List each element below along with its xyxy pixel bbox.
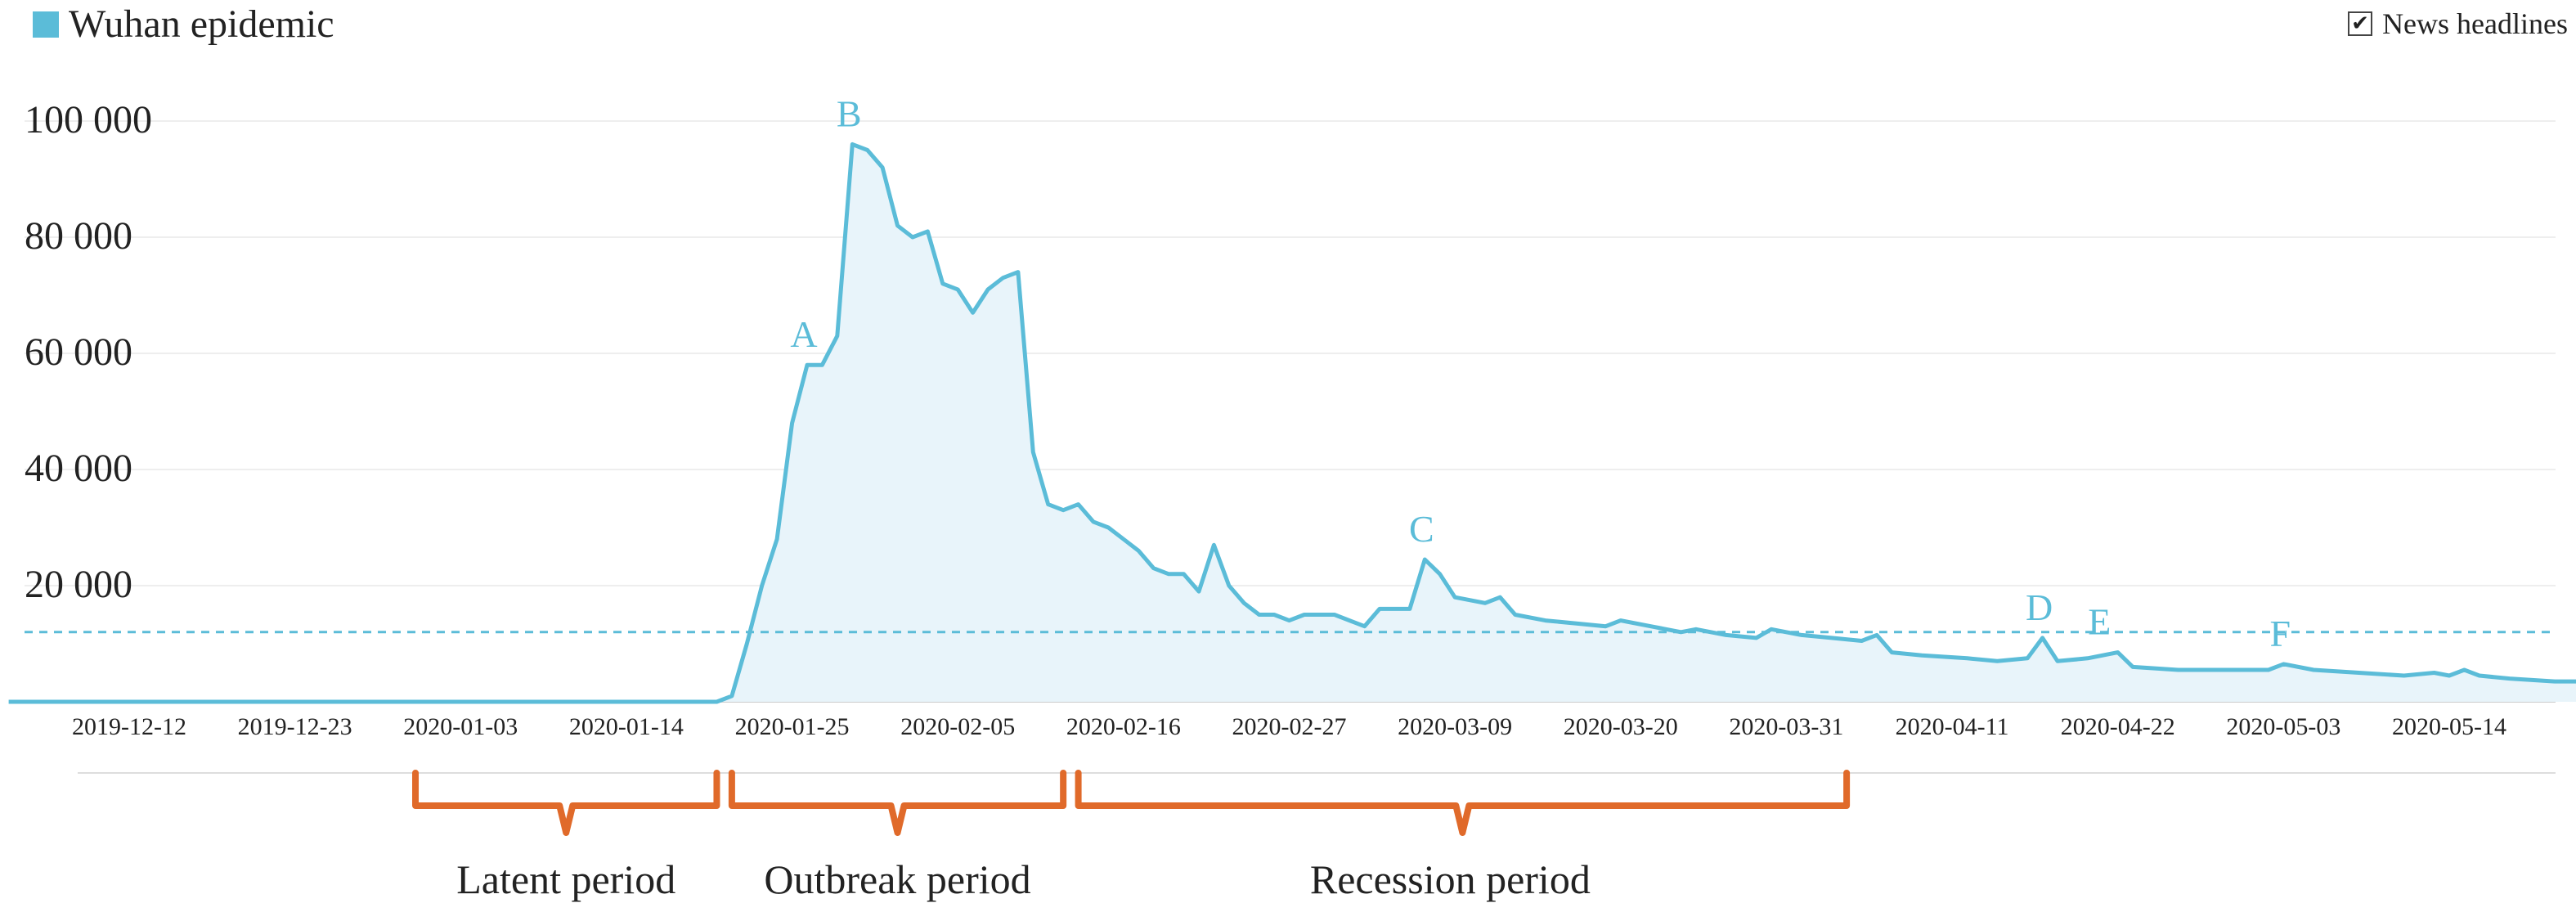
annotation-e: E <box>2088 601 2111 643</box>
annotation-f: F <box>2270 613 2291 654</box>
legend-swatch <box>33 11 59 38</box>
x-tick-label: 2020-01-25 <box>735 713 850 740</box>
annotation-d: D <box>2026 586 2053 628</box>
period-bracket <box>412 770 720 836</box>
series-layer <box>8 142 2576 704</box>
news-headlines-checkbox[interactable]: ✔ <box>2348 11 2373 36</box>
legend: Wuhan epidemic <box>33 2 334 47</box>
series-line <box>8 142 2576 704</box>
x-tick-label: 2020-03-09 <box>1398 713 1512 740</box>
x-tick-label: 2020-03-20 <box>1564 713 1678 740</box>
x-tick-label: 2020-01-03 <box>403 713 518 740</box>
annotation-c: C <box>1409 508 1434 550</box>
grid-lines <box>25 120 2556 703</box>
x-tick-label: 2020-02-16 <box>1066 713 1181 740</box>
x-tick-label: 2020-04-11 <box>1896 713 2009 740</box>
period-brackets: Latent period Outbreak period Recession pe… <box>412 770 1851 902</box>
x-tick-label: 2019-12-23 <box>238 713 352 740</box>
annotations: ABCDEFG <box>790 92 2291 654</box>
y-tick-label: 80 000 <box>25 214 132 258</box>
x-tick-label: 2020-01-14 <box>569 713 684 740</box>
legend-label: Wuhan epidemic <box>69 2 334 46</box>
news-headlines-toggle[interactable]: ✔ News headlines <box>2348 7 2568 41</box>
period-bracket <box>728 770 1067 836</box>
y-tick-label: 20 000 <box>25 563 132 606</box>
x-tick-label: 2020-03-31 <box>1729 713 1843 740</box>
period-label: Recession period <box>1310 856 1591 902</box>
annotation-b: B <box>837 92 862 134</box>
x-tick-label: 2020-05-03 <box>2226 713 2340 740</box>
annotation-a: A <box>790 313 817 355</box>
x-axis-ticks: 2019-12-12 2019-12-23 2020-01-03 2020-01-14… <box>72 713 2556 774</box>
period-bracket <box>1075 770 1851 836</box>
y-tick-label: 100 000 <box>25 98 152 142</box>
y-tick-label: 40 000 <box>25 447 132 490</box>
x-tick-label: 2020-04-22 <box>2061 713 2175 740</box>
x-tick-label: 2020-02-27 <box>1232 713 1347 740</box>
period-label: Latent period <box>456 856 675 902</box>
news-headlines-label: News headlines <box>2382 7 2568 40</box>
x-tick-label: 2020-02-05 <box>900 713 1015 740</box>
x-tick-label: 2020-05-14 <box>2392 713 2506 740</box>
y-axis-ticks: 20 000 40 000 60 000 80 000 100 000 <box>25 98 152 606</box>
x-tick-label: 2019-12-12 <box>72 713 186 740</box>
y-tick-label: 60 000 <box>25 330 132 374</box>
period-label: Outbreak period <box>764 856 1030 902</box>
